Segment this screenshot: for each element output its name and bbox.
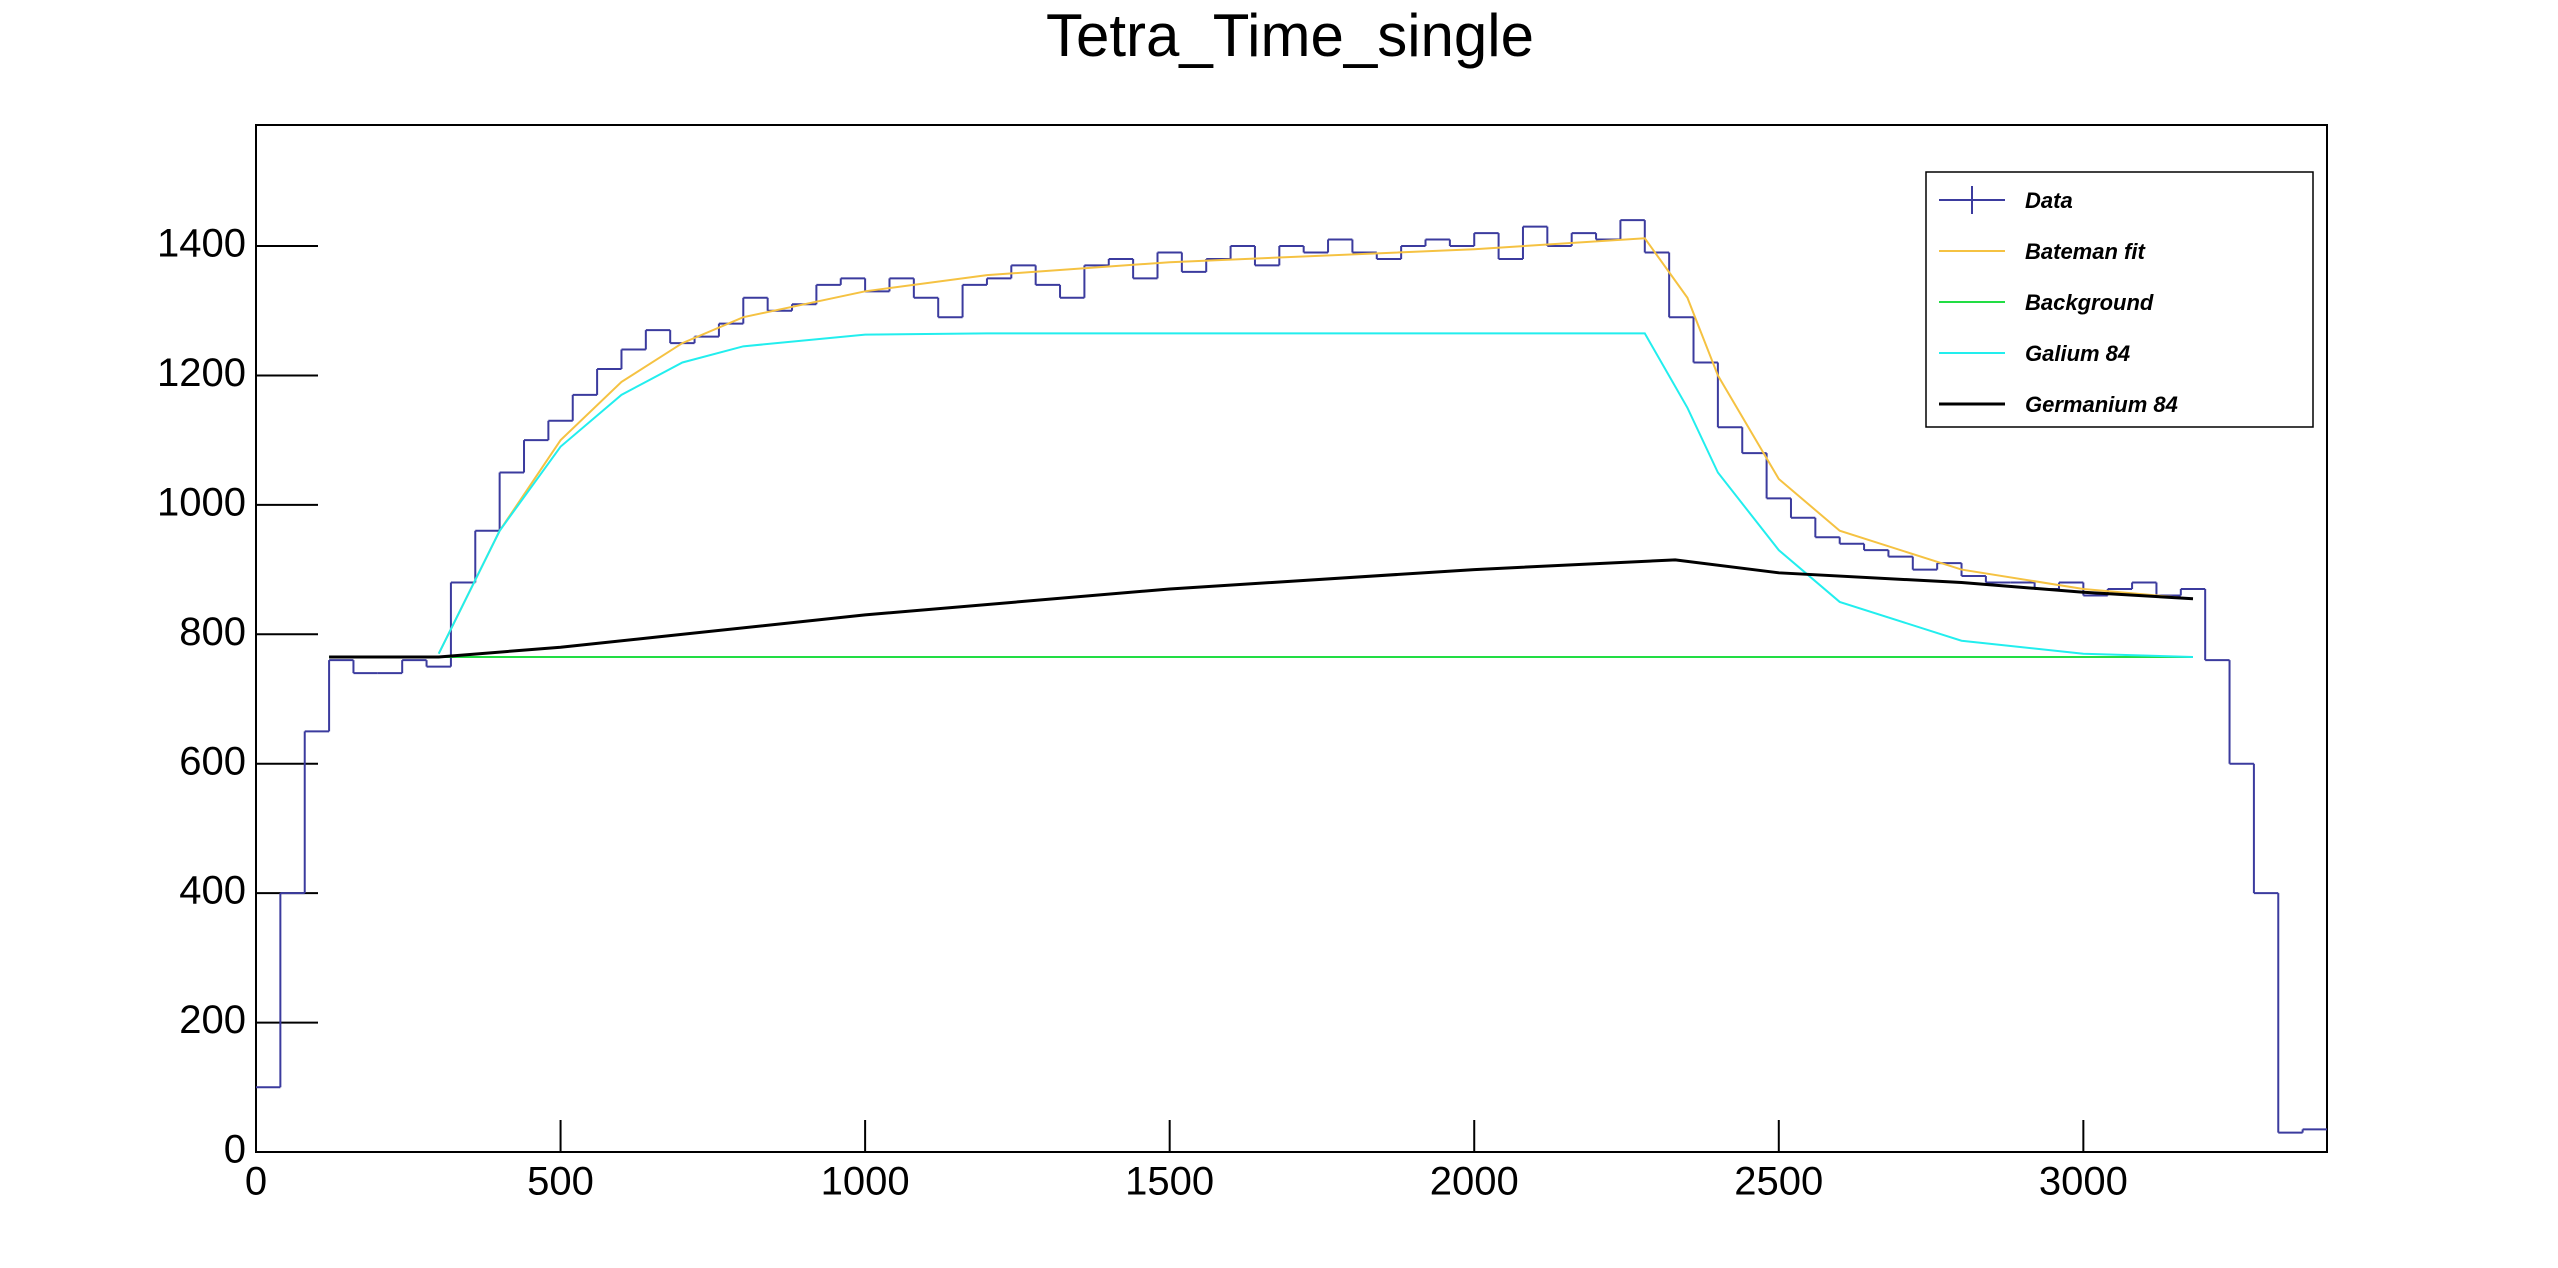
- plot-frame: [255, 124, 2328, 1153]
- legend-label: Germanium 84: [2025, 392, 2178, 417]
- y-tick-label: 1200: [157, 351, 246, 395]
- y-tick-label: 1000: [157, 480, 246, 524]
- x-tick-label: 0: [245, 1160, 267, 1204]
- y-tick-label: 800: [179, 610, 246, 654]
- legend-label: Bateman fit: [2025, 239, 2146, 264]
- x-tick-label: 500: [527, 1160, 594, 1204]
- x-tick-label: 3000: [2039, 1160, 2128, 1204]
- legend-label: Background: [2025, 290, 2154, 315]
- fit-curve: [437, 332, 2194, 658]
- y-tick-label: 400: [179, 869, 246, 913]
- legend-box: [1925, 171, 2314, 428]
- y-tick-label: 1400: [157, 222, 246, 266]
- y-tick-label: 0: [224, 1128, 246, 1172]
- chart-title: Tetra_Time_single: [1046, 2, 1534, 69]
- legend-label: Data: [2025, 188, 2073, 213]
- fit-curve: [437, 237, 2194, 655]
- y-tick-label: 600: [179, 739, 246, 783]
- x-tick-label: 1500: [1125, 1160, 1214, 1204]
- fit-curve: [329, 558, 2194, 659]
- legend-label: Galium 84: [2025, 341, 2130, 366]
- y-tick-label: 200: [179, 998, 246, 1042]
- x-tick-label: 2000: [1430, 1160, 1519, 1204]
- x-tick-label: 2500: [1734, 1160, 1823, 1204]
- x-tick-label: 1000: [821, 1160, 910, 1204]
